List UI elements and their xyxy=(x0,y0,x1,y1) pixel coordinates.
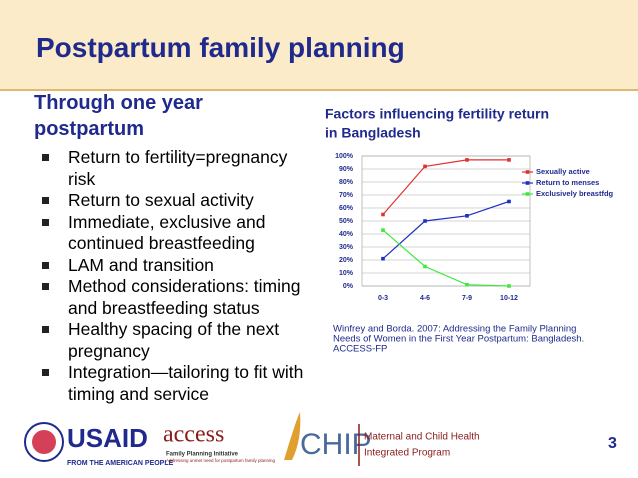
bullet: Return to sexual activity xyxy=(42,190,310,212)
y-tick-label: 90% xyxy=(339,166,354,173)
y-tick-label: 80% xyxy=(339,179,354,186)
x-tick-label: 10-12 xyxy=(500,295,518,302)
usaid-seal xyxy=(32,430,56,454)
access-tagline: Addressing unmet need for postpartum fam… xyxy=(166,458,276,463)
y-tick-label: 50% xyxy=(339,218,354,225)
series-line xyxy=(382,159,509,215)
y-tick-label: 20% xyxy=(339,257,354,264)
y-tick-label: 10% xyxy=(339,270,354,277)
point xyxy=(381,228,385,232)
y-tick-label: 100% xyxy=(335,153,354,160)
point xyxy=(465,158,469,162)
legend-swatch xyxy=(525,170,530,174)
y-tick-label: 70% xyxy=(339,192,354,199)
x-tick-label: 0-3 xyxy=(378,295,388,302)
header-band xyxy=(0,0,638,90)
bullet: Method considerations: timing and breast… xyxy=(42,276,310,319)
y-tick-label: 30% xyxy=(339,244,354,251)
access-logo: access xyxy=(163,422,224,448)
chart-title: Factors influencing fertility return xyxy=(325,106,549,122)
series-line xyxy=(382,229,510,287)
legend-label: Sexually active xyxy=(536,167,590,176)
chip-figure xyxy=(284,412,301,460)
point xyxy=(381,256,385,261)
series-line xyxy=(382,200,510,260)
y-tick-label: 60% xyxy=(339,205,354,212)
chip-line: Maternal and Child Health xyxy=(364,432,480,443)
citation: Needs of Women in the First Year Postpar… xyxy=(333,334,584,345)
y-tick-label: 0% xyxy=(343,283,354,290)
slide-title: Postpartum family planning xyxy=(36,32,405,63)
bullet: LAM and transition xyxy=(42,255,310,277)
point xyxy=(507,199,511,204)
chip-line: Integrated Program xyxy=(364,448,450,459)
y-tick-label: 40% xyxy=(339,231,354,238)
bullet: Immediate, exclusive and continued breas… xyxy=(42,212,310,255)
legend-label: Return to menses xyxy=(536,178,599,187)
bullet: Integration—tailoring to fit with timing… xyxy=(42,362,310,405)
point xyxy=(465,282,469,287)
usaid-tagline: FROM THE AMERICAN PEOPLE xyxy=(67,460,174,467)
point xyxy=(381,212,385,217)
access-sub: Family Planning Initiative xyxy=(166,452,239,458)
x-tick-label: 4-6 xyxy=(420,295,430,302)
bullet-list: Return to fertility=pregnancy risk Return… xyxy=(42,147,310,405)
left-heading: postpartum xyxy=(34,118,144,140)
legend-swatch xyxy=(525,192,530,196)
x-tick-label: 7-9 xyxy=(462,295,472,302)
point xyxy=(507,158,511,162)
chip-logo: CHIP xyxy=(300,428,372,461)
bullet: Return to fertility=pregnancy risk xyxy=(42,147,310,190)
citation: Winfrey and Borda. 2007: Addressing the … xyxy=(333,324,576,335)
page-number: 3 xyxy=(608,435,617,452)
header-rule xyxy=(0,89,638,91)
left-heading: Through one year xyxy=(34,92,203,114)
point xyxy=(465,214,469,218)
point xyxy=(423,264,427,269)
point xyxy=(423,164,427,169)
point xyxy=(507,284,511,288)
point xyxy=(423,219,427,223)
legend-swatch xyxy=(525,181,530,185)
legend-label: Exclusively breastfdg xyxy=(536,189,614,198)
citation: ACCESS-FP xyxy=(333,344,387,355)
chart-title: in Bangladesh xyxy=(325,125,421,141)
bullet: Healthy spacing of the next pregnancy xyxy=(42,319,310,362)
usaid-logo: USAID xyxy=(67,423,148,453)
